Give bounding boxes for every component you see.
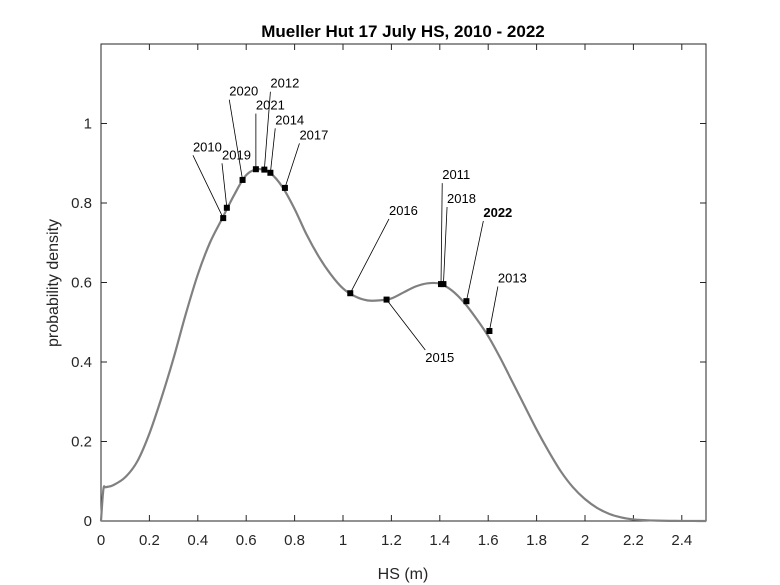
leader-line-2017 — [284, 143, 300, 189]
label-2021: 2021 — [256, 98, 285, 113]
leader-line-2010 — [192, 155, 224, 219]
y-tick-label: 0.4 — [71, 354, 92, 371]
leader-line-2020 — [228, 99, 243, 181]
leader-line-2019 — [221, 163, 228, 208]
x-tick-label: 1.4 — [429, 532, 450, 549]
x-tick-label: 1 — [339, 532, 347, 549]
label-2020: 2020 — [229, 84, 258, 99]
marker-2021 — [252, 166, 259, 173]
x-tick-label: 0.8 — [284, 532, 305, 549]
marker-2015 — [383, 296, 390, 303]
x-tick-label: 0.2 — [139, 532, 160, 549]
marker-2022 — [463, 298, 470, 305]
marker-2012 — [261, 166, 268, 173]
plot-area — [100, 43, 707, 522]
label-2017: 2017 — [299, 127, 328, 142]
leader-line-2012 — [263, 91, 271, 170]
label-2014: 2014 — [275, 112, 304, 127]
x-tick-label: 1.8 — [526, 532, 547, 549]
label-2016: 2016 — [389, 203, 418, 218]
chart-title: Mueller Hut 17 July HS, 2010 - 2022 — [261, 22, 544, 41]
label-2011: 2011 — [442, 167, 470, 182]
y-tick-label: 1 — [84, 116, 92, 133]
x-tick-label: 1.2 — [381, 532, 402, 549]
marker-2019 — [223, 204, 230, 211]
label-2022: 2022 — [483, 205, 512, 220]
marker-2014 — [267, 169, 274, 176]
x-tick-label: 0 — [97, 532, 105, 549]
marker-2018 — [440, 281, 447, 288]
y-tick-label: 0.8 — [71, 195, 92, 212]
axis-ticks: 0 0.2 0.4 0.6 0.8 1 1.2 1.4 1.6 1.8 2 2.2 2.4 0 0.2 0.4… — [71, 44, 706, 549]
marker-2013 — [486, 327, 493, 334]
leader-line-2014 — [270, 128, 276, 173]
label-2018: 2018 — [447, 191, 476, 206]
leader-line-2022 — [466, 220, 484, 302]
x-tick-label: 0.6 — [236, 532, 257, 549]
y-tick-label: 0 — [84, 513, 92, 530]
leader-line-2018 — [443, 206, 448, 285]
marker-2017 — [281, 184, 288, 191]
x-tick-label: 1.6 — [478, 532, 499, 549]
y-axis-label: probability density — [45, 219, 62, 347]
x-tick-label: 2.2 — [623, 532, 644, 549]
x-tick-label: 2 — [581, 532, 589, 549]
x-tick-label: 0.4 — [187, 532, 208, 549]
leader-line-2013 — [489, 286, 499, 332]
label-2015: 2015 — [425, 350, 454, 365]
y-tick-label: 0.6 — [71, 275, 92, 292]
marker-2010 — [220, 215, 227, 222]
y-tick-label: 0.2 — [71, 434, 92, 451]
leader-line-2016 — [349, 218, 390, 294]
x-axis-label: HS (m) — [378, 566, 429, 583]
label-2010: 2010 — [193, 139, 222, 154]
leader-line-2011 — [440, 183, 443, 285]
x-tick-label: 2.4 — [671, 532, 692, 549]
marker-2020 — [239, 176, 246, 183]
label-2019: 2019 — [222, 147, 251, 162]
marker-2016 — [347, 290, 354, 297]
label-2012: 2012 — [270, 76, 299, 91]
leader-line-2015 — [386, 299, 426, 351]
density-curve — [99, 168, 707, 523]
label-2013: 2013 — [498, 271, 527, 286]
